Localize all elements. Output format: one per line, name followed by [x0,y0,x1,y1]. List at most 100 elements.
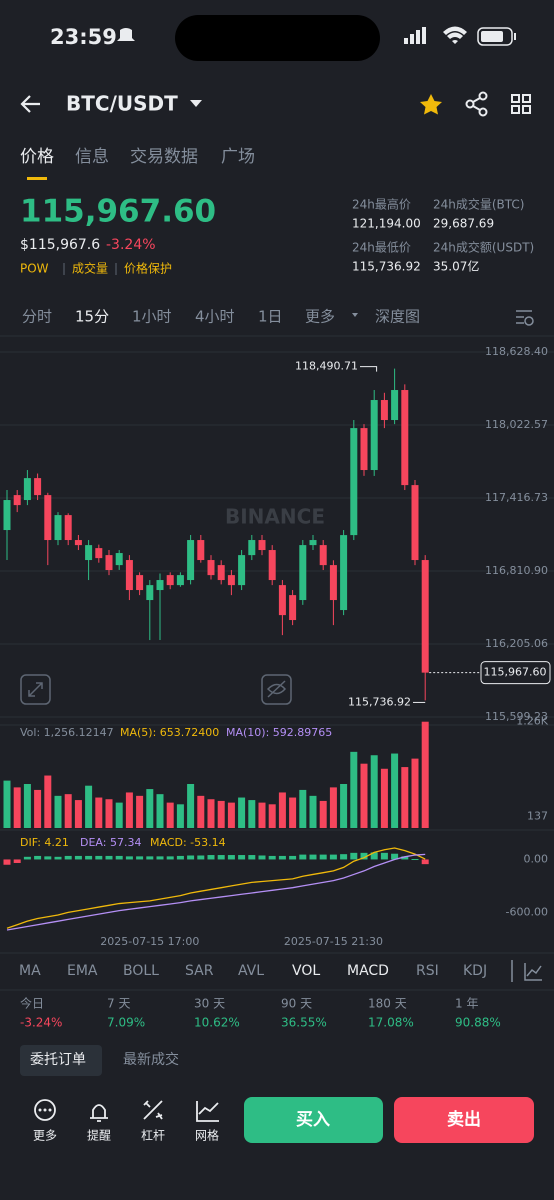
macd-bar [268,855,276,860]
tab[interactable]: 广场 [221,147,255,167]
order-tab[interactable]: 最新成交 [123,1051,179,1068]
perf-value: 36.55% [281,1016,327,1030]
timeframe[interactable]: 4小时 [195,308,235,326]
share-button[interactable] [465,91,488,117]
macd-bar [74,855,82,860]
timeframe[interactable]: 深度图 [375,308,420,326]
macd-bar [289,855,297,860]
pair-title[interactable]: BTC/USDT [66,92,178,116]
macd-bar [238,855,246,860]
timeframe[interactable]: 更多 [305,308,335,326]
y-tick-label: 115,599.23 [485,710,548,723]
y-tick-label: 118,022.57 [485,418,548,431]
y-tick-label: 0.00 [524,852,549,865]
more-dots [38,1108,52,1112]
candle-body [156,580,164,591]
volume-bar [105,799,113,828]
hide-button[interactable] [261,674,292,705]
timeframe[interactable]: 1小时 [132,308,172,326]
indicator-tab[interactable]: VOL [292,963,320,979]
candle-body [309,540,317,546]
tab[interactable]: 交易数据 [130,147,198,167]
buy-label[interactable]: 买入 [296,1110,330,1130]
indicator-settings[interactable] [511,960,542,982]
timeframe[interactable]: 分时 [22,308,52,326]
candle-body [391,390,399,421]
macd-bar [309,854,317,860]
perf-value: 7.09% [107,1016,145,1030]
indicator-tab[interactable]: BOLL [123,963,159,979]
indicator-tab[interactable]: MACD [347,963,389,979]
macd-bar [391,853,399,860]
timeframe[interactable]: 15分 [75,308,109,326]
candle-body [329,565,337,601]
indicator-tab[interactable]: MA [19,963,41,979]
macd-bar [136,856,144,860]
favorite-star[interactable] [420,94,442,115]
ma-label: MA(10): 592.89765 [226,726,332,739]
volume-bar [278,792,286,828]
candle-body [13,495,21,506]
candle-body [319,545,327,566]
macd-bar [401,856,409,860]
candle-body [85,545,93,561]
macd-bar [411,859,419,861]
indicator-tab[interactable]: AVL [238,963,264,979]
y-tick-label: -600.00 [506,905,548,918]
volume-bar [166,802,174,828]
volume-bar [156,794,164,828]
volume-bar [299,789,307,828]
perf-label: 90 天 [281,997,312,1011]
indicator-tab[interactable]: EMA [67,963,98,979]
candle-body [421,560,429,673]
volume-bar [401,767,409,828]
indicator-tab[interactable]: RSI [416,963,439,979]
macd-bar [380,852,388,860]
macd-bar [125,856,133,860]
volume-bar [136,795,144,828]
status-time: 23:59 [50,25,117,49]
buy-button[interactable] [244,1097,383,1143]
macd-bar [258,855,266,860]
sell-button[interactable] [394,1097,534,1143]
sell-label[interactable]: 卖出 [447,1109,481,1130]
candle-body [360,428,368,471]
volume-bar [227,802,235,828]
watermark: BINANCE [225,505,325,529]
action-label[interactable]: 杠杆 [141,1128,165,1143]
perf-value: -3.24% [20,1016,62,1030]
volume-bar [350,751,358,828]
chart-settings[interactable] [516,310,534,326]
stat-value: 121,194.00 [352,217,421,231]
candle-body [166,575,174,586]
candle-body [299,545,307,601]
y-tick-label: 137 [527,809,548,822]
back-button[interactable] [20,95,40,113]
order-tab-bg [20,1045,102,1076]
macd-bar [95,855,103,860]
action-label[interactable]: 更多 [33,1129,57,1143]
action-label[interactable]: 提醒 [87,1128,111,1143]
ma-label: MA(5): 653.72400 [120,726,219,739]
macd-bar [207,855,215,860]
macd-bar [421,859,429,865]
candle-body [278,585,286,616]
timeframe[interactable]: 1日 [258,308,283,326]
tab[interactable]: 价格 [20,147,54,167]
action-label[interactable]: 网格 [195,1128,219,1143]
pair-dropdown[interactable] [190,100,202,107]
candle-body [248,540,256,556]
menu-grid[interactable] [511,94,531,114]
indicator-tab[interactable]: SAR [185,963,214,979]
indicator-tab[interactable]: KDJ [463,963,487,979]
perf-label: 30 天 [194,997,225,1011]
tab[interactable]: 信息 [75,147,109,167]
stat-label: 24h最高价 [352,197,411,212]
expand-button[interactable] [20,674,51,705]
macd-line [6,853,426,931]
last-price: 115,967.60 [20,194,216,230]
volume-bar [411,758,419,828]
macd-bar [350,852,358,860]
order-tab[interactable]: 委托订单 [30,1052,86,1068]
